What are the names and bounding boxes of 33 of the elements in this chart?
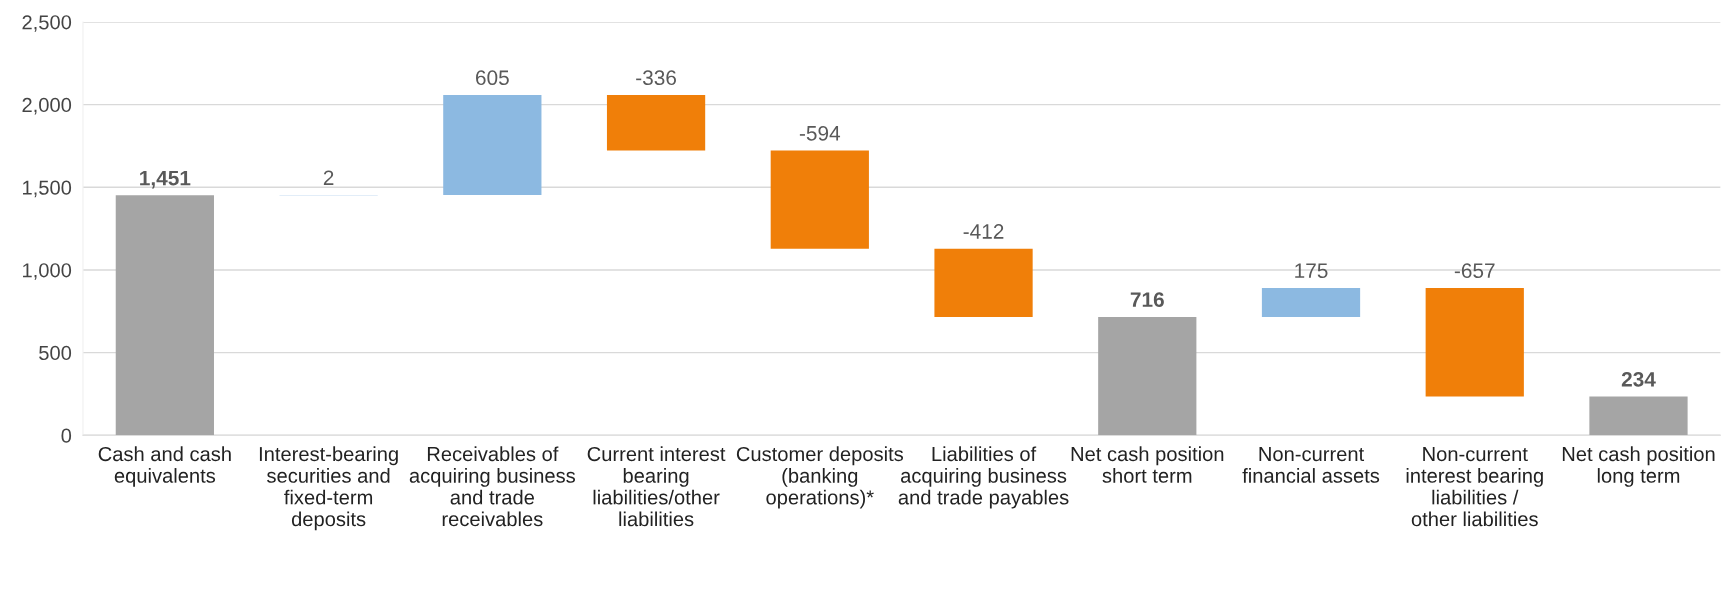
data-label: 605 — [476, 70, 509, 86]
data-label: -657 — [1454, 263, 1495, 279]
x-tick-label: Receivables of acquiring business and trade receivables — [409, 446, 576, 527]
y-tick-label: 2,500 — [22, 15, 72, 32]
y-tick-label: 1,500 — [23, 180, 72, 198]
bar — [1589, 396, 1688, 436]
x-tick-label: Net cash position short term — [1071, 446, 1224, 483]
x-tick-label: Current interest bearing liabilities/other liabilities — [587, 446, 726, 527]
x-tick-label: Net cash position long term — [1562, 446, 1715, 487]
x-tick-label: Non-current financial assets — [1242, 447, 1380, 483]
data-label: -412 — [963, 224, 1004, 239]
bar — [1425, 287, 1524, 397]
data-label: 716 — [1130, 292, 1164, 307]
x-tick-label: Cash and cash equivalents — [98, 446, 231, 487]
bar — [115, 195, 214, 436]
y-tick-label: 0 — [61, 428, 72, 443]
data-label: 175 — [1295, 263, 1328, 279]
x-tick-label: Interest-bearing securities and fixed-term deposits — [259, 446, 398, 531]
bar — [1098, 316, 1197, 436]
data-label: 2 — [323, 170, 334, 185]
y-tick-label: 500 — [39, 345, 72, 361]
bar — [770, 150, 869, 249]
y-tick-label: 1,000 — [23, 263, 72, 280]
data-label: -336 — [636, 70, 676, 86]
y-tick-label: 2,000 — [22, 97, 72, 115]
data-label: 234 — [1621, 371, 1656, 387]
data-label: 1,451 — [140, 170, 191, 189]
bar — [1261, 287, 1361, 317]
data-label: -594 — [799, 125, 841, 141]
bar — [443, 95, 542, 196]
bar — [606, 95, 706, 151]
bar — [934, 248, 1033, 317]
x-tick-label: Non-current interest bearing liabilities / other liabilities — [1406, 447, 1543, 527]
